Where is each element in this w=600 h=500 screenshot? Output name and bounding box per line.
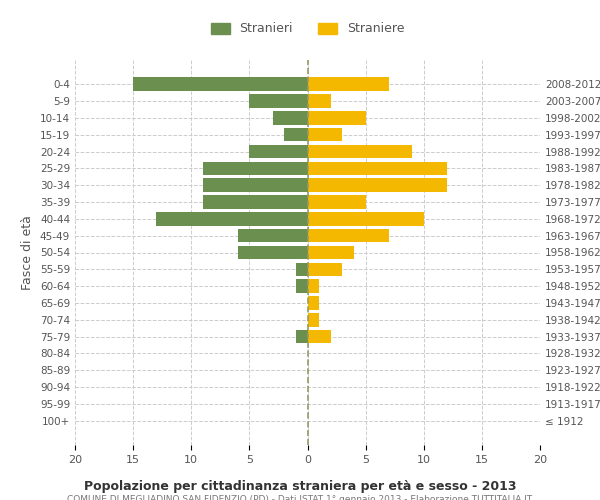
Y-axis label: Fasce di età: Fasce di età (22, 215, 34, 290)
Bar (308, 212, 424, 226)
Bar (308, 330, 331, 344)
Bar (296, 330, 308, 344)
Bar (203, 178, 308, 192)
Bar (284, 128, 308, 141)
Text: COMUNE DI MEGLIADINO SAN FIDENZIO (PD) - Dati ISTAT 1° gennaio 2013 - Elaborazio: COMUNE DI MEGLIADINO SAN FIDENZIO (PD) -… (67, 495, 533, 500)
Bar (308, 229, 389, 242)
Text: Popolazione per cittadinanza straniera per età e sesso - 2013: Popolazione per cittadinanza straniera p… (84, 480, 516, 493)
Bar (308, 162, 447, 175)
Bar (238, 246, 308, 259)
Bar (296, 262, 308, 276)
Bar (308, 296, 319, 310)
Bar (308, 313, 319, 326)
Bar (308, 78, 389, 91)
Bar (238, 229, 308, 242)
Bar (296, 280, 308, 293)
Bar (308, 280, 319, 293)
Bar (203, 196, 308, 209)
Bar (308, 262, 343, 276)
Bar (308, 196, 365, 209)
Bar (308, 246, 354, 259)
Bar (308, 178, 447, 192)
Bar (157, 212, 308, 226)
Bar (308, 94, 331, 108)
Bar (203, 162, 308, 175)
Bar (308, 111, 365, 124)
Bar (308, 145, 412, 158)
Bar (133, 78, 308, 91)
Bar (250, 145, 308, 158)
Bar (272, 111, 308, 124)
Bar (308, 128, 343, 141)
Legend: Stranieri, Straniere: Stranieri, Straniere (205, 16, 410, 42)
Bar (250, 94, 308, 108)
